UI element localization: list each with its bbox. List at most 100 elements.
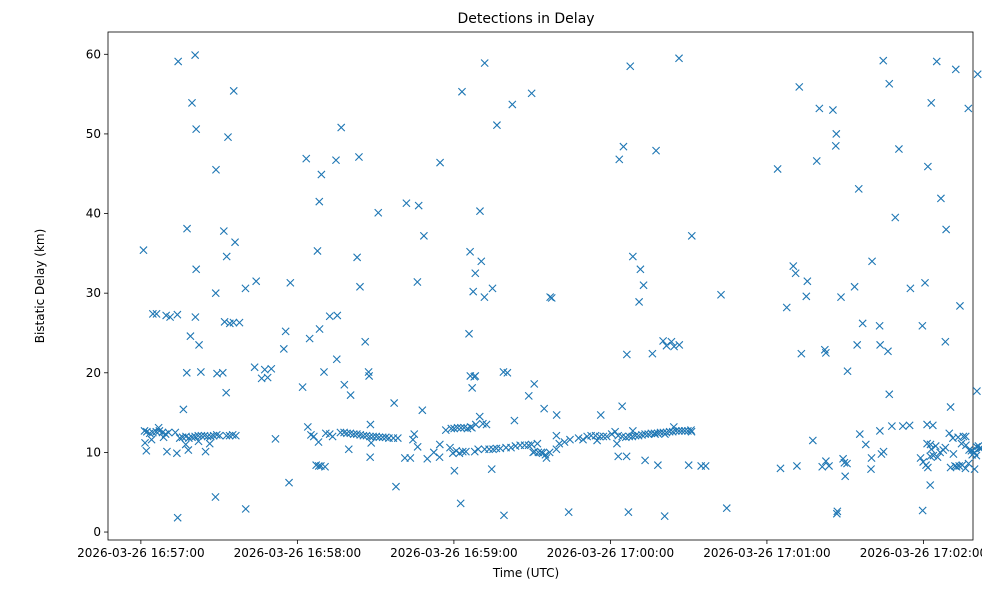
data-point <box>547 293 556 302</box>
data-point <box>906 284 915 293</box>
data-point <box>480 59 489 68</box>
x-tick-label: 2026-03-26 17:02:00 <box>860 546 982 560</box>
data-point <box>564 508 573 517</box>
data-point <box>795 82 804 91</box>
data-point <box>821 457 830 466</box>
y-tick-label: 60 <box>86 47 101 61</box>
data-point <box>231 238 240 247</box>
data-point <box>972 451 981 460</box>
data-point <box>595 432 604 441</box>
data-point <box>344 445 353 454</box>
data-point <box>802 292 811 301</box>
data-point <box>942 225 951 234</box>
data-point <box>340 380 349 389</box>
data-point <box>154 423 163 432</box>
data-point <box>346 391 355 400</box>
data-point <box>618 402 627 411</box>
data-point <box>337 123 346 132</box>
data-point <box>508 100 517 109</box>
data-point <box>195 340 204 349</box>
data-point <box>305 334 314 343</box>
data-point <box>717 290 726 299</box>
data-point <box>271 434 280 443</box>
data-point <box>839 454 848 463</box>
data-point <box>560 438 569 447</box>
data-point <box>229 318 238 327</box>
data-point <box>485 445 494 454</box>
data-point <box>173 513 182 522</box>
data-point <box>957 439 966 448</box>
data-point <box>166 313 175 322</box>
data-point <box>159 433 168 442</box>
data-point <box>923 162 932 171</box>
data-point <box>317 170 326 179</box>
data-point <box>488 284 497 293</box>
data-point <box>219 227 228 236</box>
x-tick-label: 2026-03-26 17:01:00 <box>703 546 830 560</box>
data-point <box>928 421 937 430</box>
data-point <box>332 156 340 165</box>
data-point <box>970 465 979 474</box>
data-point <box>631 431 640 440</box>
data-point <box>867 465 875 474</box>
x-tick-label: 2026-03-26 16:57:00 <box>77 546 204 560</box>
data-point <box>492 444 501 453</box>
data-point <box>354 153 363 161</box>
data-point <box>615 155 624 164</box>
data-point <box>602 432 611 441</box>
data-point <box>381 433 390 442</box>
data-point <box>853 340 862 349</box>
data-point <box>320 368 328 376</box>
data-point <box>418 406 427 415</box>
data-point <box>660 430 669 439</box>
data-point <box>142 446 151 455</box>
data-point <box>435 440 444 449</box>
data-point <box>636 265 645 274</box>
y-tick-label: 30 <box>86 286 101 300</box>
data-point <box>964 104 973 113</box>
data-point <box>456 423 465 432</box>
data-point <box>298 383 307 392</box>
data-point <box>469 287 478 296</box>
data-point <box>448 449 457 458</box>
data-point <box>552 431 561 440</box>
data-point <box>905 421 914 430</box>
data-point <box>372 432 381 441</box>
data-point <box>147 435 156 444</box>
data-point <box>218 368 227 377</box>
data-point <box>622 452 631 461</box>
data-point <box>260 365 269 374</box>
data-point <box>325 312 334 321</box>
data-point <box>225 431 234 440</box>
data-point <box>188 98 196 107</box>
data-point <box>209 431 218 440</box>
data-point <box>797 349 806 358</box>
data-point <box>281 327 290 336</box>
data-point <box>465 329 474 338</box>
data-point <box>670 342 679 351</box>
data-point <box>612 439 621 448</box>
data-point <box>837 293 845 302</box>
data-point <box>184 446 193 455</box>
data-point <box>916 453 925 462</box>
data-point <box>503 368 512 377</box>
data-point <box>423 454 432 463</box>
y-tick-label: 50 <box>86 127 101 141</box>
data-point <box>475 412 484 421</box>
data-point <box>669 422 678 431</box>
data-point <box>364 368 373 376</box>
data-point <box>855 430 864 439</box>
data-point <box>879 56 888 65</box>
data-point <box>419 231 428 240</box>
data-point <box>832 509 841 518</box>
data-point <box>162 447 171 456</box>
data-point <box>579 435 588 444</box>
data-point <box>831 141 840 150</box>
data-point <box>359 431 368 440</box>
data-point <box>315 325 324 333</box>
y-tick-label: 40 <box>86 207 101 221</box>
data-point <box>948 434 957 443</box>
data-point <box>667 337 676 346</box>
data-point <box>366 453 375 462</box>
